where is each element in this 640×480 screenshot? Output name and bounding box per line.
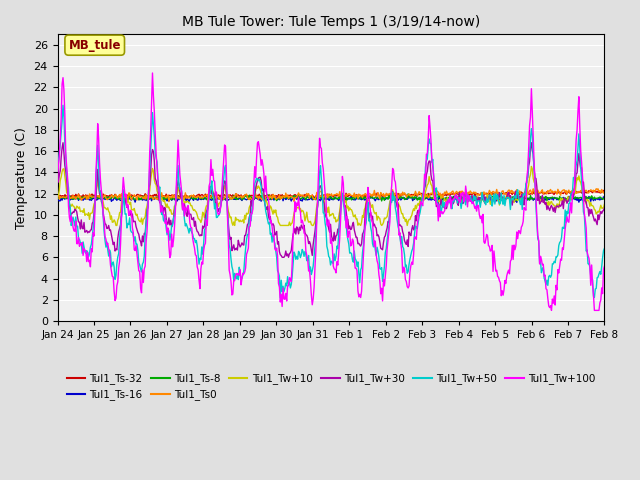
Tul1_Tw+50 (303, 258, 310, 264)
Tul1_Ts0 (54, 192, 61, 198)
Tul1_Ts-32 (569, 188, 577, 193)
Tul1_Tw+50 (59, 102, 67, 108)
Tul1_Ts0 (579, 185, 586, 191)
Tul1_Ts-8 (301, 195, 309, 201)
Tul1_Tw+50 (467, 196, 475, 202)
Tul1_Tw+30 (195, 229, 202, 235)
Tul1_Tw+100 (377, 291, 385, 297)
Tul1_Tw+100 (148, 70, 156, 76)
Tul1_Tw+50 (276, 295, 284, 301)
Title: MB Tule Tower: Tule Temps 1 (3/19/14-now): MB Tule Tower: Tule Temps 1 (3/19/14-now… (182, 15, 480, 29)
Tul1_Tw+10 (112, 223, 120, 228)
Tul1_Tw+50 (600, 245, 608, 251)
Tul1_Tw+100 (54, 180, 61, 185)
Tul1_Ts-8 (376, 195, 383, 201)
Tul1_Ts0 (600, 189, 608, 194)
Tul1_Tw+30 (420, 189, 428, 195)
Tul1_Tw+10 (467, 197, 474, 203)
Tul1_Ts0 (195, 193, 203, 199)
Tul1_Ts-32 (301, 192, 309, 197)
Tul1_Ts-32 (307, 195, 315, 201)
Line: Tul1_Ts-8: Tul1_Ts-8 (58, 194, 604, 201)
Line: Tul1_Ts-16: Tul1_Ts-16 (58, 196, 604, 203)
Tul1_Tw+50 (54, 168, 61, 174)
Tul1_Ts-16 (600, 196, 608, 202)
Line: Tul1_Tw+100: Tul1_Tw+100 (58, 73, 604, 311)
Tul1_Ts-16 (195, 197, 202, 203)
Tul1_Ts-8 (378, 198, 385, 204)
Tul1_Tw+10 (195, 216, 203, 222)
Tul1_Ts0 (150, 194, 158, 200)
Tul1_Tw+30 (527, 140, 535, 145)
Tul1_Ts-16 (377, 196, 385, 202)
Tul1_Ts-32 (420, 191, 428, 197)
Tul1_Ts-32 (377, 192, 385, 198)
Tul1_Ts-16 (150, 196, 158, 202)
Tul1_Ts0 (467, 188, 474, 194)
Legend: Tul1_Ts-32, Tul1_Ts-16, Tul1_Ts-8, Tul1_Ts0, Tul1_Tw+10, Tul1_Tw+30, Tul1_Tw+50,: Tul1_Ts-32, Tul1_Ts-16, Tul1_Ts-8, Tul1_… (63, 369, 600, 405)
Tul1_Tw+10 (54, 191, 61, 197)
Tul1_Ts-32 (600, 189, 608, 195)
Tul1_Tw+50 (378, 264, 385, 270)
Tul1_Ts-8 (600, 194, 608, 200)
Tul1_Tw+50 (195, 261, 203, 267)
Line: Tul1_Tw+30: Tul1_Tw+30 (58, 143, 604, 257)
Tul1_Ts-32 (195, 192, 202, 198)
Tul1_Tw+100 (420, 191, 428, 196)
Tul1_Ts0 (420, 192, 428, 198)
Tul1_Ts-16 (420, 197, 428, 203)
Tul1_Tw+30 (150, 158, 158, 164)
Tul1_Ts-8 (420, 195, 428, 201)
Tul1_Tw+10 (377, 221, 385, 227)
Tul1_Tw+30 (467, 198, 474, 204)
Tul1_Tw+30 (54, 180, 61, 186)
Tul1_Ts-16 (54, 196, 61, 202)
Tul1_Tw+10 (420, 198, 428, 204)
Tul1_Tw+100 (152, 132, 159, 137)
Tul1_Tw+100 (600, 264, 608, 269)
Tul1_Tw+100 (467, 198, 474, 204)
Tul1_Ts0 (165, 199, 173, 204)
Tul1_Tw+10 (600, 201, 608, 207)
Tul1_Ts0 (302, 193, 310, 199)
Tul1_Ts-16 (301, 197, 309, 203)
Tul1_Tw+10 (527, 164, 535, 169)
Tul1_Ts-32 (54, 192, 61, 197)
Tul1_Tw+50 (152, 150, 159, 156)
Tul1_Tw+100 (302, 248, 310, 254)
Tul1_Tw+50 (420, 184, 428, 190)
Line: Tul1_Ts-32: Tul1_Ts-32 (58, 191, 604, 198)
Y-axis label: Temperature (C): Temperature (C) (15, 127, 28, 228)
Tul1_Tw+30 (377, 245, 385, 251)
Tul1_Ts-8 (404, 191, 412, 197)
Line: Tul1_Tw+50: Tul1_Tw+50 (58, 105, 604, 298)
Tul1_Ts-8 (467, 196, 475, 202)
Tul1_Tw+30 (278, 254, 286, 260)
Line: Tul1_Ts0: Tul1_Ts0 (58, 188, 604, 202)
Tul1_Ts-16 (326, 193, 334, 199)
Tul1_Ts-32 (150, 192, 158, 197)
Tul1_Tw+30 (600, 204, 608, 210)
Tul1_Tw+100 (548, 308, 556, 313)
Tul1_Ts-8 (54, 196, 61, 202)
Tul1_Tw+10 (152, 180, 159, 186)
Tul1_Ts-8 (150, 195, 158, 201)
Tul1_Tw+100 (195, 277, 203, 283)
Tul1_Tw+30 (302, 232, 310, 238)
Tul1_Tw+10 (302, 214, 310, 220)
Tul1_Ts-8 (195, 194, 202, 200)
Tul1_Ts-16 (467, 197, 474, 203)
Tul1_Ts-16 (513, 200, 520, 205)
Text: MB_tule: MB_tule (68, 39, 121, 52)
Line: Tul1_Tw+10: Tul1_Tw+10 (58, 167, 604, 226)
Tul1_Ts-32 (467, 191, 474, 197)
Tul1_Ts0 (377, 190, 385, 195)
